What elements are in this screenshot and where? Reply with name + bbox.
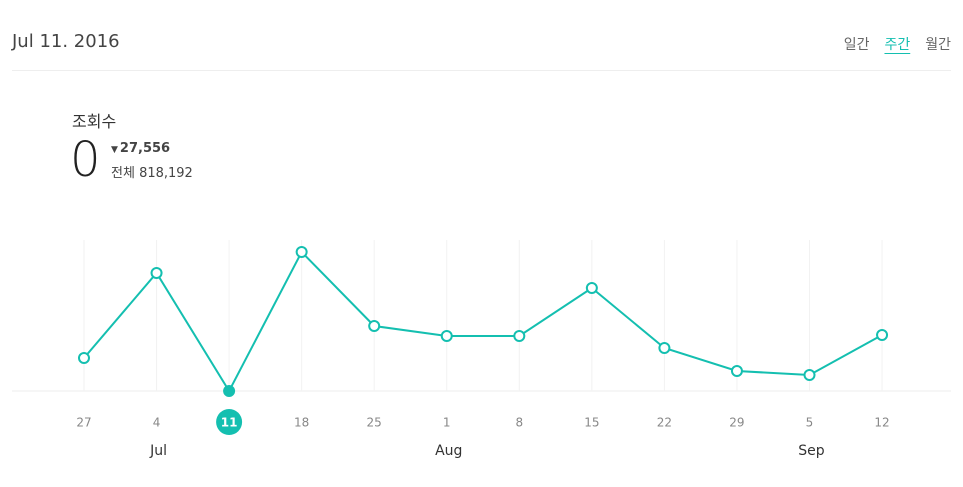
x-tick-label: 15	[584, 416, 599, 430]
tab[interactable]: 주간	[884, 37, 911, 53]
tab[interactable]: 일간	[843, 37, 870, 53]
selected-badge	[216, 409, 243, 435]
period-tabs: 일간 주간 월간	[844, 34, 951, 54]
x-tick-label: 27	[76, 416, 91, 430]
tab[interactable]: 월간	[925, 37, 951, 53]
x-tick-label: 5	[806, 416, 814, 430]
x-tick-label: 11	[221, 416, 238, 430]
x-tick-label: 22	[657, 416, 672, 430]
x-tick-label: 29	[729, 416, 744, 430]
month-label: Jul	[149, 443, 167, 459]
point	[368, 319, 381, 332]
point	[730, 365, 743, 378]
point	[78, 352, 90, 365]
x-tick-label: 4	[153, 416, 161, 430]
divider	[12, 70, 951, 71]
total: 전체 818,192	[111, 162, 193, 181]
total-label: 전체	[111, 166, 135, 181]
point	[150, 266, 163, 279]
change-value: 27,556	[119, 141, 171, 156]
point	[223, 385, 236, 397]
point	[585, 281, 598, 294]
point	[295, 246, 308, 258]
point	[440, 329, 453, 342]
month-label: Sep	[798, 443, 825, 459]
x-tick-label: 8	[515, 416, 523, 430]
x-tick-label: 25	[367, 416, 382, 430]
x-tick-label: 1	[443, 416, 451, 430]
total-value: 818,192	[139, 166, 193, 181]
point	[876, 329, 889, 342]
month-label: Aug	[435, 443, 462, 459]
change: ▼ 27,556	[111, 141, 171, 156]
point	[513, 329, 526, 342]
metric-label: 조회수	[72, 112, 117, 131]
line	[83, 250, 883, 394]
date: Jul 11. 2016	[12, 31, 120, 52]
current-value: 0	[70, 132, 101, 188]
x-tick-label: 18	[294, 416, 309, 430]
point	[803, 369, 816, 382]
point	[658, 342, 671, 355]
x-tick-label: 12	[874, 416, 889, 430]
